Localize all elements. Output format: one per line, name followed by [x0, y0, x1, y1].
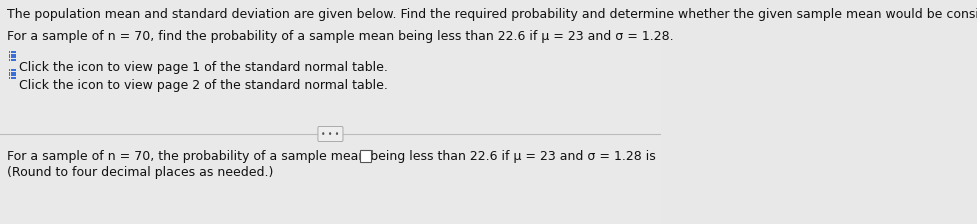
Text: Click the icon to view page 1 of the standard normal table.: Click the icon to view page 1 of the sta… — [19, 61, 388, 74]
FancyBboxPatch shape — [11, 69, 12, 71]
FancyBboxPatch shape — [318, 127, 343, 142]
FancyBboxPatch shape — [9, 51, 10, 53]
Text: Click the icon to view page 2 of the standard normal table.: Click the icon to view page 2 of the sta… — [19, 79, 388, 92]
Text: For a sample of n = 70, find the probability of a sample mean being less than 22: For a sample of n = 70, find the probabi… — [7, 30, 673, 43]
FancyBboxPatch shape — [13, 72, 14, 74]
Text: .: . — [372, 150, 376, 163]
FancyBboxPatch shape — [11, 51, 12, 53]
FancyBboxPatch shape — [13, 56, 14, 58]
FancyBboxPatch shape — [15, 74, 16, 76]
FancyBboxPatch shape — [11, 77, 12, 79]
FancyBboxPatch shape — [9, 54, 10, 56]
FancyBboxPatch shape — [13, 77, 14, 79]
FancyBboxPatch shape — [9, 77, 10, 79]
FancyBboxPatch shape — [9, 59, 10, 61]
Text: • • •: • • • — [321, 129, 340, 138]
FancyBboxPatch shape — [11, 56, 12, 58]
FancyBboxPatch shape — [9, 74, 10, 76]
FancyBboxPatch shape — [0, 0, 660, 224]
FancyBboxPatch shape — [15, 56, 16, 58]
FancyBboxPatch shape — [13, 54, 14, 56]
FancyBboxPatch shape — [15, 59, 16, 61]
FancyBboxPatch shape — [13, 69, 14, 71]
FancyBboxPatch shape — [9, 69, 10, 71]
Text: (Round to four decimal places as needed.): (Round to four decimal places as needed.… — [7, 166, 274, 179]
FancyBboxPatch shape — [11, 74, 12, 76]
FancyBboxPatch shape — [15, 69, 16, 71]
FancyBboxPatch shape — [15, 77, 16, 79]
FancyBboxPatch shape — [11, 59, 12, 61]
FancyBboxPatch shape — [13, 51, 14, 53]
FancyBboxPatch shape — [13, 59, 14, 61]
FancyBboxPatch shape — [13, 74, 14, 76]
FancyBboxPatch shape — [15, 51, 16, 53]
FancyBboxPatch shape — [9, 56, 10, 58]
FancyBboxPatch shape — [360, 149, 371, 162]
Text: For a sample of n = 70, the probability of a sample mean being less than 22.6 if: For a sample of n = 70, the probability … — [7, 150, 656, 163]
Text: The population mean and standard deviation are given below. Find the required pr: The population mean and standard deviati… — [7, 8, 977, 21]
FancyBboxPatch shape — [9, 72, 10, 74]
FancyBboxPatch shape — [15, 54, 16, 56]
FancyBboxPatch shape — [11, 72, 12, 74]
FancyBboxPatch shape — [15, 72, 16, 74]
FancyBboxPatch shape — [11, 54, 12, 56]
